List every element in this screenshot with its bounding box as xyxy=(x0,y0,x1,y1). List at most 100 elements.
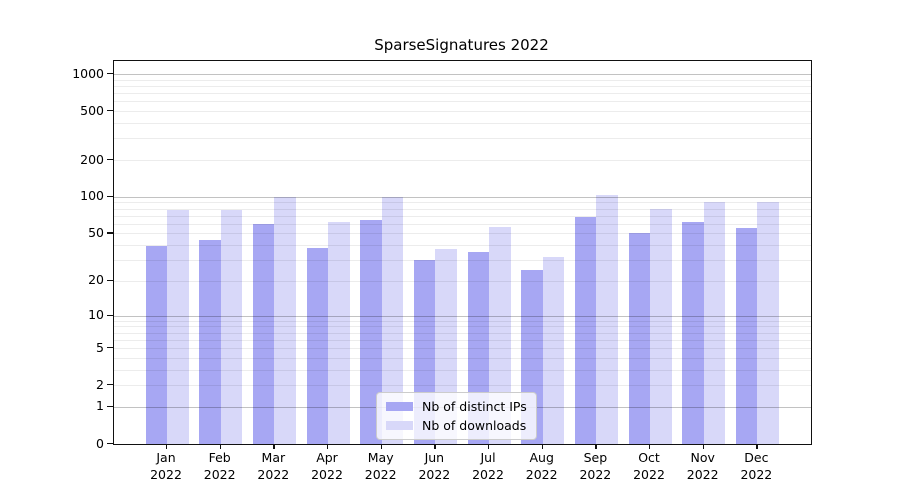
bar-distinct-ips xyxy=(199,240,221,444)
gridline-minor xyxy=(114,369,811,371)
gridline-minor xyxy=(114,138,811,140)
gridline-minor xyxy=(114,85,811,87)
y-axis-tick-mark xyxy=(107,314,113,316)
bar-distinct-ips xyxy=(306,247,328,444)
x-axis-tick-label: Mar 2022 xyxy=(257,450,290,482)
chart-title: SparseSignatures 2022 xyxy=(374,36,549,54)
gridline-major xyxy=(114,74,811,76)
gridline-minor xyxy=(114,320,811,322)
bar-downloads xyxy=(220,210,243,444)
y-axis-tick-label: 20 xyxy=(88,272,104,288)
y-axis-tick-mark xyxy=(107,110,113,112)
legend-item-distinct-ips: Nb of distinct IPs xyxy=(386,399,527,414)
x-axis-tick-label: Jan 2022 xyxy=(150,450,182,482)
gridline-minor xyxy=(114,280,811,282)
x-axis-tick-label: May 2022 xyxy=(364,450,397,482)
bar-distinct-ips xyxy=(735,228,758,444)
gridline-minor xyxy=(114,326,811,328)
x-axis-tick-mark xyxy=(488,444,490,449)
gridline-major xyxy=(114,315,811,317)
x-axis-tick-label: Sep 2022 xyxy=(579,450,612,482)
y-axis-tick-mark xyxy=(107,159,113,161)
legend-swatch-distinct-ips xyxy=(386,402,413,411)
x-axis-tick-mark xyxy=(756,444,758,449)
bar-downloads xyxy=(381,197,404,444)
x-axis-tick-label: Dec 2022 xyxy=(740,450,773,482)
x-axis-tick-label: Jun 2022 xyxy=(418,450,451,482)
y-axis-tick-mark xyxy=(107,73,113,75)
x-axis-tick-mark xyxy=(327,444,329,449)
gridline-minor xyxy=(114,215,811,217)
gridline-major xyxy=(114,196,811,198)
y-axis-tick-label: 500 xyxy=(80,102,104,118)
bar-downloads xyxy=(489,226,511,444)
y-axis-tick-label: 5 xyxy=(96,339,104,355)
bar-distinct-ips xyxy=(682,222,704,444)
y-axis-tick-label: 100 xyxy=(80,188,104,204)
gridline-minor xyxy=(114,111,811,113)
bar-downloads xyxy=(167,210,189,444)
x-axis-tick-label: Oct 2022 xyxy=(633,450,665,482)
legend-label-downloads: Nb of downloads xyxy=(422,418,527,433)
legend-label-distinct-ips: Nb of distinct IPs xyxy=(422,399,527,414)
bar-downloads xyxy=(757,202,779,444)
gridline-minor xyxy=(114,245,811,247)
y-axis-tick-mark xyxy=(107,279,113,282)
gridline-minor xyxy=(114,357,811,359)
gridline-minor xyxy=(114,348,811,350)
x-axis-tick-mark xyxy=(649,444,651,449)
bar-downloads xyxy=(274,196,296,444)
y-axis-tick-mark xyxy=(107,384,113,386)
y-axis-tick-label: 10 xyxy=(88,307,104,323)
x-axis-tick-mark xyxy=(219,444,221,449)
y-axis-tick-label: 200 xyxy=(80,151,104,167)
x-axis-tick-mark xyxy=(434,444,436,449)
y-axis-tick-mark xyxy=(107,347,113,349)
plot-area xyxy=(113,60,812,445)
x-axis-tick-mark xyxy=(166,444,168,449)
gridline-minor xyxy=(114,233,811,235)
y-axis-tick-mark xyxy=(107,405,113,408)
y-axis-tick-label: 50 xyxy=(88,224,104,240)
y-axis-tick-mark xyxy=(107,232,113,234)
gridline-minor xyxy=(114,223,811,225)
x-axis-tick-label: Aug 2022 xyxy=(525,450,558,482)
x-axis-tick-mark xyxy=(702,444,704,449)
gridline-minor xyxy=(114,385,811,387)
x-axis-tick-label: Jul 2022 xyxy=(472,450,504,482)
gridline-minor xyxy=(114,202,811,204)
gridline-minor xyxy=(114,101,811,103)
x-axis-tick-mark xyxy=(595,444,597,449)
legend-swatch-downloads xyxy=(386,421,413,430)
y-axis-tick-label: 0 xyxy=(96,435,104,451)
gridline-minor xyxy=(114,260,811,262)
gridline-minor xyxy=(114,79,811,81)
bar-distinct-ips xyxy=(628,233,651,444)
gridline-minor xyxy=(114,208,811,210)
bar-downloads xyxy=(596,194,618,444)
x-axis-tick-label: Nov 2022 xyxy=(686,450,719,482)
gridline-minor xyxy=(114,339,811,341)
gridline-minor xyxy=(114,123,811,125)
bar-downloads xyxy=(703,202,726,444)
gridline-minor xyxy=(114,332,811,334)
bar-distinct-ips xyxy=(252,223,275,444)
bar-downloads xyxy=(542,256,565,444)
legend: Nb of distinct IPs Nb of downloads xyxy=(376,392,537,440)
bar-distinct-ips xyxy=(574,217,597,444)
x-axis-tick-mark xyxy=(380,444,382,449)
gridline-minor xyxy=(114,93,811,95)
bar-downloads xyxy=(328,222,350,444)
x-axis-tick-label: Apr 2022 xyxy=(311,450,343,482)
x-axis-tick-mark xyxy=(541,444,543,449)
gridline-minor xyxy=(114,160,811,162)
y-axis-tick-label: 1 xyxy=(96,398,104,414)
bar-distinct-ips xyxy=(145,246,167,444)
bar-distinct-ips xyxy=(360,219,382,444)
y-axis-tick-mark xyxy=(107,443,113,445)
x-axis-tick-label: Feb 2022 xyxy=(203,450,236,482)
y-axis-tick-label: 1000 xyxy=(72,65,104,81)
bar-downloads xyxy=(650,208,672,444)
y-axis-tick-mark xyxy=(107,195,113,198)
